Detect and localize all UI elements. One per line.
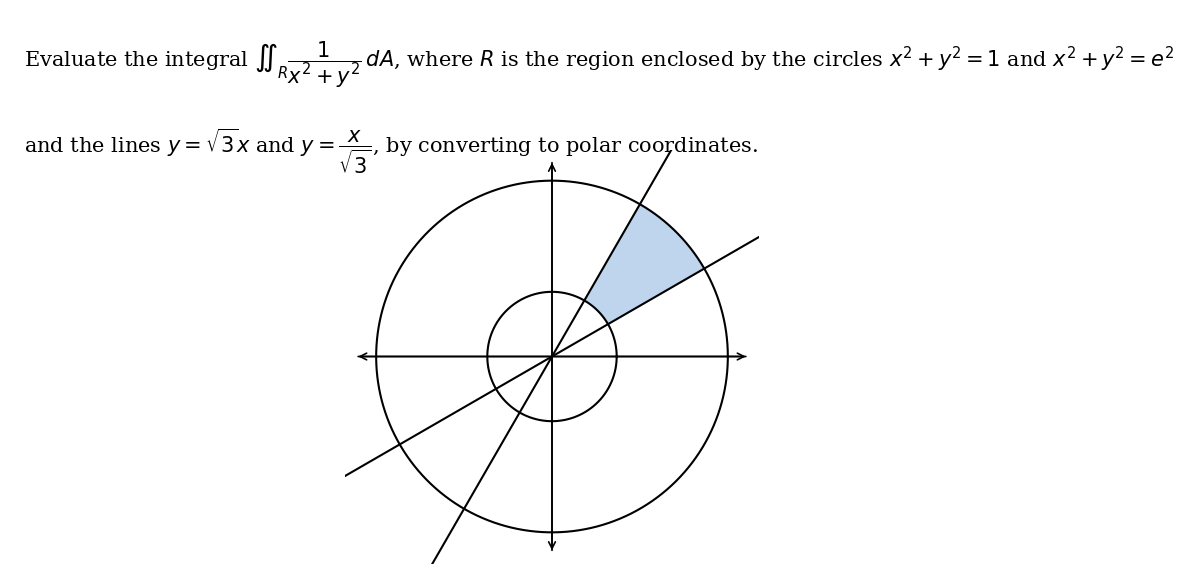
Polygon shape [584,204,704,324]
Text: and the lines $y=\sqrt{3}x$ and $y=\dfrac{x}{\sqrt{3}}$, by converting to polar : and the lines $y=\sqrt{3}x$ and $y=\dfra… [24,126,758,176]
Text: Evaluate the integral $\iint_R \dfrac{1}{x^2+y^2}\,dA$, where $R$ is the region : Evaluate the integral $\iint_R \dfrac{1}… [24,40,1174,90]
